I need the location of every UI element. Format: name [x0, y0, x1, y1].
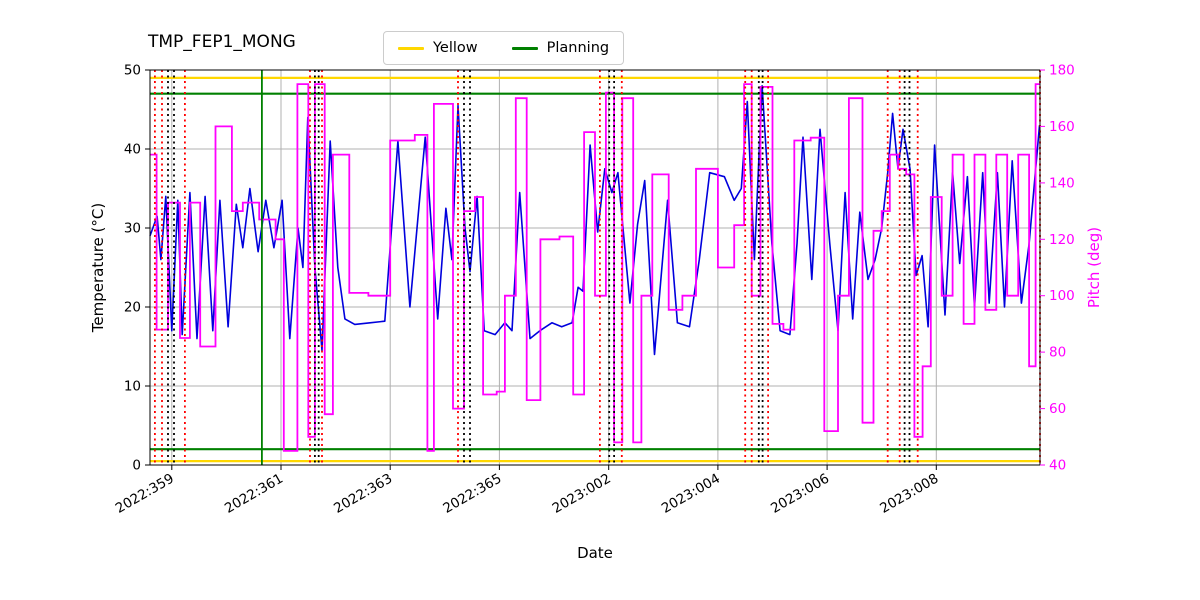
- y-right-tick-label: 60: [1049, 401, 1066, 417]
- x-tick-label: 2022:365: [440, 471, 504, 517]
- y-left-ticks: [145, 69, 150, 466]
- y-left-tick-label: 0: [132, 458, 141, 474]
- y-left-tick-label: 20: [124, 300, 141, 316]
- y-right-tick-label: 180: [1049, 63, 1075, 79]
- x-tick-label: 2022:363: [331, 471, 395, 517]
- y-right-labels: 40 60 80 100 120 140 160 180: [1049, 63, 1075, 474]
- y-left-tick-label: 30: [124, 221, 141, 237]
- x-axis-labels: 2022:359 2022:361 2022:363 2022:365 2023:002…: [113, 471, 942, 517]
- legend-label-yellow: Yellow: [433, 40, 478, 56]
- x-axis-ticks: [171, 465, 937, 470]
- y-right-axis-title: Pitch (deg): [1085, 227, 1103, 308]
- y-left-tick-label: 10: [124, 379, 141, 395]
- black-dotted-vlines: [167, 70, 911, 465]
- y-right-tick-label: 100: [1049, 288, 1075, 304]
- planning-line-swatch: [511, 46, 538, 50]
- legend: Yellow Planning: [383, 31, 625, 65]
- y-right-tick-label: 40: [1049, 458, 1066, 474]
- y-left-tick-label: 40: [124, 142, 141, 158]
- plot-border: [149, 69, 1041, 466]
- x-tick-label: 2022:359: [113, 471, 177, 517]
- red-dotted-vlines: [153, 70, 1041, 465]
- x-tick-label: 2023:008: [877, 471, 941, 517]
- y-right-tick-label: 120: [1049, 232, 1075, 248]
- x-tick-label: 2023:004: [659, 471, 723, 517]
- y-left-labels: 0 10 20 30 40 50: [124, 63, 141, 474]
- y-right-tick-label: 160: [1049, 119, 1075, 135]
- limit-lines: [150, 76, 1040, 463]
- y-left-tick-label: 50: [124, 63, 141, 79]
- x-tick-label: 2023:002: [550, 471, 614, 517]
- x-axis-title: Date: [577, 544, 613, 562]
- chart-title: TMP_FEP1_MONG: [148, 32, 296, 52]
- y-right-ticks: [1040, 69, 1045, 466]
- legend-label-planning: Planning: [546, 40, 610, 56]
- temperature-line: [149, 85, 1041, 356]
- legend-item-planning: Planning: [511, 40, 610, 56]
- pitch-line: [150, 83, 1040, 452]
- y-right-tick-label: 80: [1049, 345, 1066, 361]
- yellow-line-swatch: [398, 46, 424, 50]
- x-tick-label: 2023:006: [768, 471, 832, 517]
- legend-item-yellow: Yellow: [398, 40, 478, 56]
- x-tick-label: 2022:361: [222, 471, 286, 517]
- y-left-axis-title: Temperature (°C): [89, 203, 107, 333]
- y-right-tick-label: 140: [1049, 175, 1075, 191]
